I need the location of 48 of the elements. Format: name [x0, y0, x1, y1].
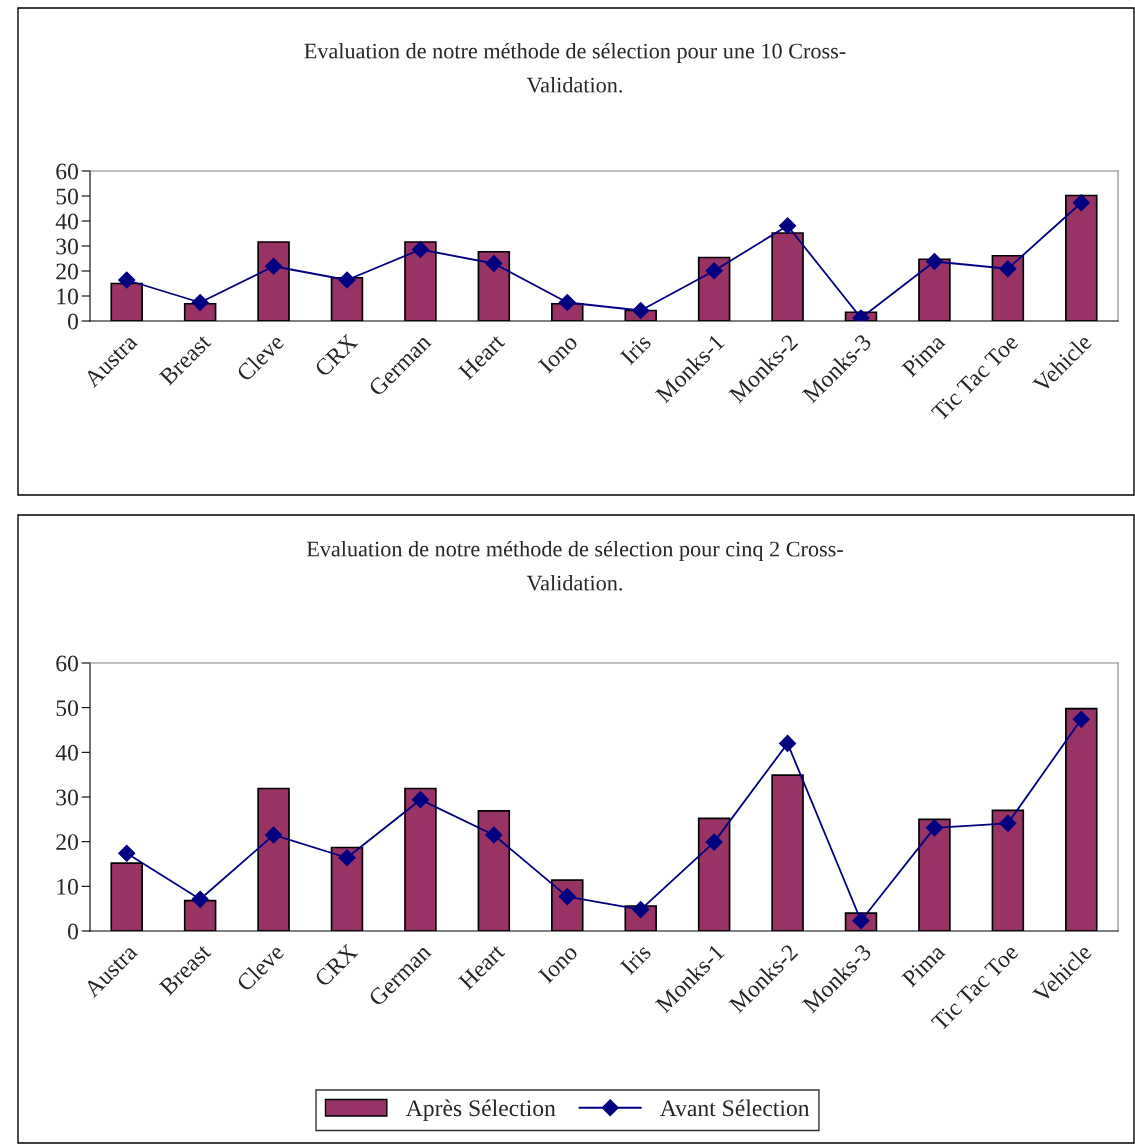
point	[1072, 194, 1090, 212]
y-tick-label: 30	[56, 789, 78, 806]
y-tick-label: 40	[55, 744, 78, 761]
point	[558, 293, 576, 312]
point	[632, 301, 650, 320]
point	[118, 844, 136, 862]
point	[485, 826, 503, 844]
x-tick-label: Iono	[537, 333, 579, 374]
point	[265, 257, 283, 275]
y-tick-label: 10	[57, 878, 78, 895]
chart-title: Evaluation de notre méthode de sélection pour cinq 2 Cross- Validation.	[306, 540, 843, 591]
point	[118, 271, 136, 289]
y-tick-label: 0	[67, 923, 78, 940]
y-tick-label: 50	[56, 700, 78, 717]
x-tick-label: Pima	[901, 332, 946, 378]
y-tick-label: 60	[56, 655, 78, 672]
point	[411, 791, 429, 809]
point	[191, 890, 209, 908]
y-tick-label: 0	[67, 313, 78, 330]
point	[485, 254, 503, 273]
y-tick-label: 20	[56, 263, 78, 280]
point	[999, 814, 1017, 832]
y-tick-label: 10	[57, 288, 78, 305]
legend-label: Après Sélection	[405, 1099, 556, 1122]
point	[705, 262, 723, 280]
point	[338, 849, 356, 867]
y-tick-label: 30	[56, 238, 78, 255]
point	[925, 252, 943, 271]
y-tick-label: 20	[56, 834, 78, 851]
point	[779, 217, 797, 235]
y-tick-label: 50	[56, 188, 78, 205]
x-tick-label: Iris	[619, 943, 652, 976]
chart-title: Evaluation de notre méthode de sélection pour une 10 Cross- Validation.	[304, 42, 846, 93]
point	[779, 734, 797, 752]
point	[338, 271, 356, 289]
point	[1072, 710, 1090, 728]
x-tick-label: Iono	[537, 943, 579, 984]
point	[999, 260, 1017, 278]
legend-label: Avant Sélection	[660, 1099, 810, 1117]
point	[925, 819, 943, 837]
x-tick-label: Iris	[619, 333, 652, 366]
point	[191, 293, 209, 312]
x-tick-label: Pima	[901, 942, 946, 988]
point	[411, 240, 429, 259]
point	[265, 826, 283, 844]
point	[705, 833, 723, 851]
y-tick-label: 60	[56, 163, 78, 180]
y-tick-label: 40	[55, 213, 78, 230]
